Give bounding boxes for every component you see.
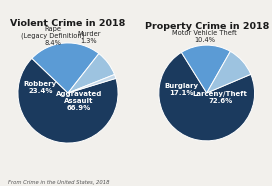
Wedge shape <box>181 45 230 93</box>
Text: Larceny/Theft
72.6%: Larceny/Theft 72.6% <box>193 91 248 104</box>
Text: Murder
1.3%: Murder 1.3% <box>77 31 101 44</box>
Wedge shape <box>32 43 99 93</box>
Text: Robbery
23.4%: Robbery 23.4% <box>24 81 57 94</box>
Title: Violent Crime in 2018: Violent Crime in 2018 <box>10 19 126 28</box>
Wedge shape <box>159 52 255 141</box>
Text: Burglary
17.1%: Burglary 17.1% <box>165 83 199 96</box>
Wedge shape <box>18 58 118 143</box>
Wedge shape <box>68 54 115 93</box>
Text: Motor Vehicle Theft
10.4%: Motor Vehicle Theft 10.4% <box>172 30 237 43</box>
Title: Property Crime in 2018: Property Crime in 2018 <box>144 22 269 31</box>
Wedge shape <box>68 75 116 93</box>
Text: Rape
(Legacy Definition)
8.4%: Rape (Legacy Definition) 8.4% <box>21 26 85 46</box>
Text: From Crime in the United States, 2018: From Crime in the United States, 2018 <box>8 180 110 185</box>
Text: Aggravated
Assault
66.9%: Aggravated Assault 66.9% <box>56 91 102 110</box>
Wedge shape <box>207 51 251 93</box>
